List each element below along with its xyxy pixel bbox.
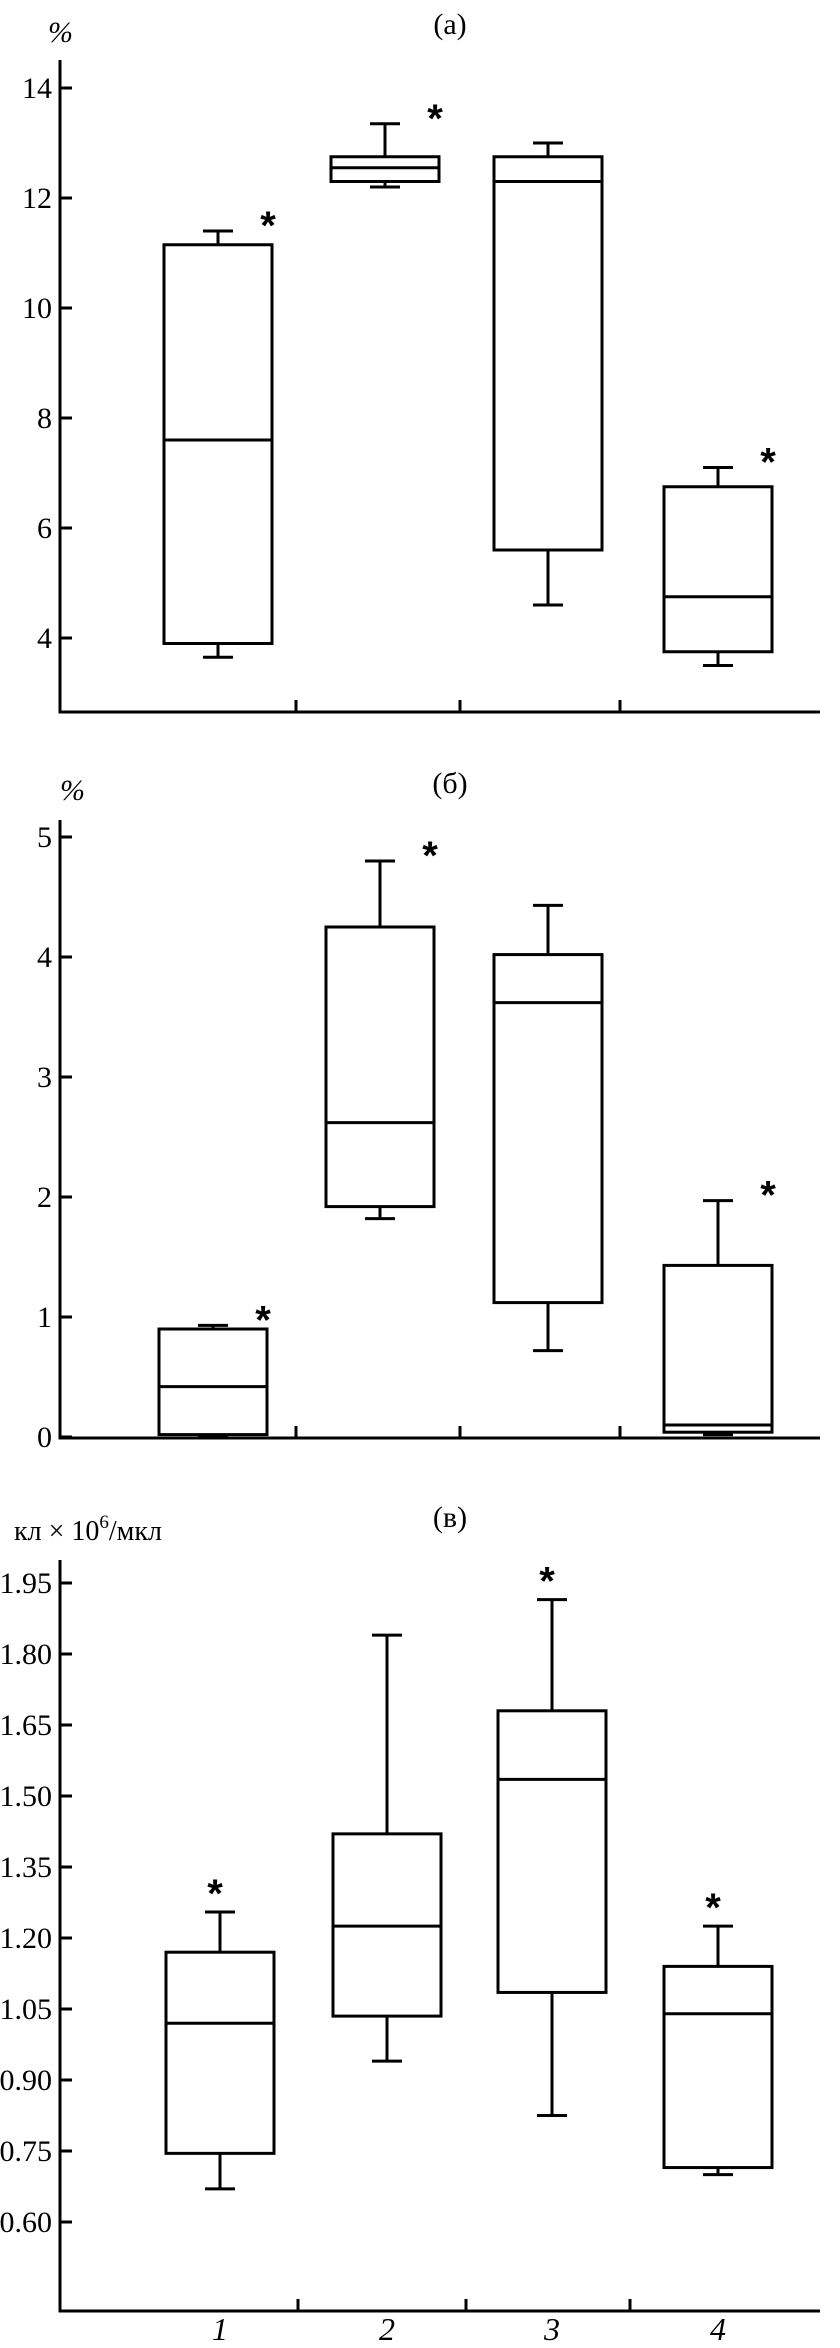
box-4: * [662,1174,776,1437]
panel-a-plot: 4 6 8 10 12 14 * * * [22,60,820,714]
iqr-box [492,953,604,1305]
y-tick-label: 3 [37,1061,52,1094]
y-tick-label: 8 [37,402,52,435]
significance-asterisk: * [260,204,276,248]
box-2 [331,1633,443,2063]
significance-asterisk: * [760,441,776,485]
box-2: * [329,97,443,189]
panel-c: (в) кл × 106/мкл 0.60 0.75 0.90 1.05 1.20 1.3… [0,1501,820,2347]
y-tick-label: 4 [37,941,52,974]
significance-asterisk: * [539,1560,555,1604]
panel-a-title: (а) [433,8,466,41]
panel-b-plot: 0 1 2 3 4 5 * * * [37,820,820,1454]
significance-asterisk: * [760,1174,776,1218]
significance-asterisk: * [207,1872,223,1916]
panel-c-ylabel-exponent: 6 [99,1512,109,1533]
y-tick-label: 1.95 [0,1567,52,1600]
y-tick-label: 5 [37,821,52,854]
y-tick-label: 14 [22,72,52,105]
panel-c-ylabel: кл × 106/мкл [14,1512,162,1547]
panel-c-plot: 0.60 0.75 0.90 1.05 1.20 1.35 1.50 1.65 1.80 1.95… [0,1560,820,2347]
y-tick-label: 0.75 [0,2135,52,2168]
box-3 [492,903,604,1353]
box-1: * [164,1872,276,2191]
panel-a: (а) % 4 6 8 10 12 14 * * * [22,8,820,714]
category-label-3: 3 [543,2311,560,2347]
significance-asterisk: * [255,1298,271,1342]
iqr-box [662,1964,774,2170]
iqr-box [496,1709,608,1994]
significance-asterisk: * [427,97,443,141]
iqr-box [662,1263,774,1434]
y-tick-label: 1.65 [0,1709,52,1742]
significance-asterisk: * [705,1886,721,1930]
y-tick-label: 12 [22,182,52,215]
iqr-box [157,1327,269,1437]
y-tick-label: 6 [37,512,52,545]
panel-b-title: (б) [432,767,467,800]
box-4: * [662,1886,774,2177]
category-label-4: 4 [710,2311,726,2347]
box-2: * [324,834,438,1221]
y-tick-label: 1.50 [0,1780,52,1813]
y-tick-label: 1 [37,1301,52,1334]
panel-b: (б) % 0 1 2 3 4 5 * * * [37,767,820,1454]
y-tick-label: 1.20 [0,1922,52,1955]
y-tick-label: 0.90 [0,2064,52,2097]
y-tick-label: 0 [37,1421,52,1454]
box-1: * [162,204,276,659]
y-tick-label: 4 [37,622,52,655]
panel-c-title: (в) [433,1501,467,1534]
box-3: * [496,1560,608,2117]
y-tick-label: 1.80 [0,1638,52,1671]
iqr-box [164,1950,276,2155]
panel-c-ylabel-main: кл × 10 [14,1516,99,1547]
iqr-box [324,925,436,1209]
y-tick-label: 1.35 [0,1851,52,1884]
panel-b-ylabel: % [60,774,85,807]
iqr-box [162,243,274,645]
y-tick-label: 1.05 [0,1993,52,2026]
y-tick-label: 10 [22,292,52,325]
box-3 [492,141,604,607]
iqr-box [492,155,604,552]
significance-asterisk: * [422,834,438,878]
category-label-2: 2 [379,2311,395,2347]
panel-c-ylabel-tail: /мкл [109,1516,162,1547]
panel-a-ylabel: % [48,16,73,49]
category-label-1: 1 [212,2311,228,2347]
box-1: * [157,1298,271,1439]
y-tick-label: 2 [37,1181,52,1214]
box-4: * [662,441,776,667]
y-tick-label: 0.60 [0,2206,52,2239]
iqr-box [662,485,774,654]
